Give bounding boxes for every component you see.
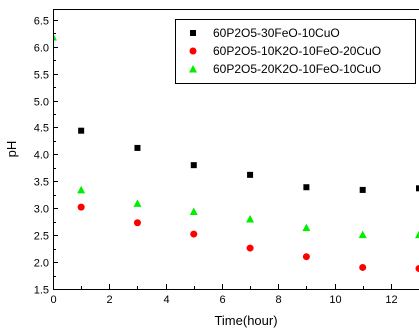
x-axis-title: Time(hour) <box>214 313 277 328</box>
marks-layer <box>53 33 419 273</box>
y-tick-label: 4.0 <box>34 150 49 162</box>
legend-box <box>175 19 416 84</box>
x-tick-label: 6 <box>219 294 225 306</box>
labels-layer: 1.5 2.0 2.5 3.0 3.5 4.0 4.5 5.0 5.5 6.0 6.5 0 2 4 6 8 10… <box>34 16 398 307</box>
y-axis-title: pH <box>4 141 19 158</box>
y-tick-label: 4.5 <box>34 123 49 135</box>
series-1 <box>78 127 419 193</box>
y-tick-label: 6.0 <box>34 43 49 55</box>
legend: 60P2O5-30FeO-10CuO 60P2O5-10K2O-10FeO-20C… <box>175 19 416 84</box>
legend-marker <box>189 65 197 73</box>
y-tick-label: 5.0 <box>34 97 49 109</box>
data-point <box>302 223 311 232</box>
data-point <box>77 185 86 194</box>
x-tick-label: 10 <box>329 294 341 306</box>
y-tick-label: 1.5 <box>34 285 49 297</box>
y-tick-label: 5.5 <box>34 70 49 82</box>
series-2 <box>77 203 419 273</box>
legend-marker <box>190 30 196 36</box>
data-point <box>303 184 310 191</box>
y-tick-label: 2.5 <box>34 231 49 243</box>
data-point <box>358 230 367 239</box>
x-tick-label: 0 <box>50 294 56 306</box>
data-point <box>359 186 366 193</box>
data-point <box>359 263 367 271</box>
data-point <box>246 215 255 223</box>
series-3 <box>53 33 419 239</box>
data-point <box>189 207 198 215</box>
data-point <box>247 171 254 178</box>
data-point <box>246 244 254 252</box>
data-point <box>78 127 85 134</box>
plot-frame <box>53 9 419 290</box>
x-tick-label: 4 <box>163 294 169 306</box>
data-point <box>415 230 419 239</box>
legend-marker <box>189 47 197 55</box>
x-tick-label: 12 <box>385 294 397 306</box>
y-tick-label: 3.0 <box>34 204 49 216</box>
x-tick-label: 8 <box>275 294 281 306</box>
y-tick-label: 3.5 <box>34 177 49 189</box>
data-point <box>416 185 419 192</box>
data-point <box>302 253 310 261</box>
legend-label: 60P2O5-20K2O-10FeO-10CuO <box>213 62 381 76</box>
x-tick-label: 2 <box>106 294 112 306</box>
legend-label: 60P2O5-10K2O-10FeO-20CuO <box>213 44 381 58</box>
y-tick-label: 6.5 <box>34 16 49 28</box>
data-point <box>77 203 85 211</box>
legend-label: 60P2O5-30FeO-10CuO <box>213 26 340 40</box>
data-point <box>133 219 141 227</box>
y-tick-label: 2.0 <box>34 258 49 270</box>
data-point <box>190 230 198 238</box>
data-point <box>415 265 419 273</box>
data-point <box>134 144 141 151</box>
data-point <box>133 199 142 207</box>
data-point <box>190 162 197 169</box>
